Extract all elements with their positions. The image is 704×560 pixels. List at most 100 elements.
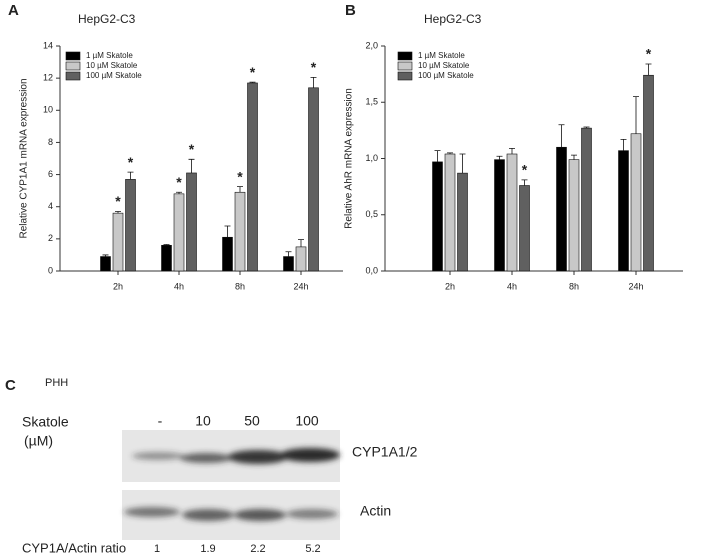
significance-mark: * xyxy=(115,193,121,209)
band-label: Actin xyxy=(360,503,391,519)
error-bar xyxy=(102,254,109,257)
legend-label: 100 µM Skatole xyxy=(86,71,142,80)
y-axis-label: Relative CYP1A1 mRNA expression xyxy=(19,78,30,238)
error-bar xyxy=(249,81,256,83)
chart-subtitle: HepG2-C3 xyxy=(78,12,136,26)
x-tick-label: 8h xyxy=(235,281,245,291)
error-bar xyxy=(633,96,639,134)
significance-mark: * xyxy=(237,168,243,184)
error-bar xyxy=(127,171,134,180)
y-tick-label: 1,5 xyxy=(365,97,378,107)
y-tick-label: 8 xyxy=(48,137,53,147)
error-bar xyxy=(298,239,304,247)
chart-subtitle: HepG2-C3 xyxy=(424,12,482,26)
legend-swatch xyxy=(65,51,81,61)
ratio-value: 5.2 xyxy=(305,543,320,555)
error-bar xyxy=(176,191,182,194)
significance-mark: * xyxy=(176,174,182,190)
legend-swatch xyxy=(397,61,413,71)
y-tick-label: 2 xyxy=(48,233,53,243)
error-bar xyxy=(583,126,590,129)
bar xyxy=(568,159,580,272)
significance-mark: * xyxy=(250,64,256,80)
ratio-value: 1 xyxy=(154,543,160,555)
bar xyxy=(581,127,592,272)
lane-label: - xyxy=(158,413,163,429)
y-tick-label: 2,0 xyxy=(365,40,378,50)
bar xyxy=(283,256,294,272)
y-tick-label: 0,0 xyxy=(365,265,378,275)
bar xyxy=(186,172,197,272)
bar xyxy=(112,212,124,272)
error-bar xyxy=(509,147,515,154)
error-bar xyxy=(620,138,627,151)
lane-label: 10 xyxy=(195,413,211,429)
bar xyxy=(457,172,468,272)
error-bar xyxy=(558,124,565,148)
y-tick-label: 1,0 xyxy=(365,153,378,163)
panel-letter: B xyxy=(345,2,356,19)
legend-swatch xyxy=(65,71,81,81)
legend-swatch xyxy=(397,51,413,61)
treatment-label: Skatole xyxy=(22,414,69,430)
bar xyxy=(643,74,654,272)
legend-label: 100 µM Skatole xyxy=(418,71,474,80)
bar xyxy=(222,236,233,272)
blot-source: PHH xyxy=(45,377,68,389)
bar xyxy=(234,191,246,272)
y-axis-label: Relative AhR mRNA expression xyxy=(344,88,355,229)
bar xyxy=(519,185,530,272)
significance-mark: * xyxy=(646,46,652,62)
error-bar xyxy=(188,158,195,173)
ratio-value: 1.9 xyxy=(200,543,215,555)
bar xyxy=(247,82,258,272)
bar xyxy=(295,246,307,272)
bar xyxy=(432,161,443,272)
ratio-label: CYP1A/Actin ratio xyxy=(22,540,126,555)
y-tick-label: 0,5 xyxy=(365,209,378,219)
error-bar xyxy=(310,76,317,88)
bar xyxy=(161,244,172,272)
legend-swatch xyxy=(65,61,81,71)
bar xyxy=(125,179,136,272)
bar xyxy=(173,193,185,272)
panel-letter: C xyxy=(5,377,16,394)
legend-label: 10 µM Skatole xyxy=(418,61,470,70)
y-tick-label: 0 xyxy=(48,265,53,275)
x-tick-label: 2h xyxy=(445,281,455,291)
x-tick-label: 4h xyxy=(174,281,184,291)
x-tick-label: 2h xyxy=(113,281,123,291)
bar xyxy=(630,133,642,272)
lane-label: 100 xyxy=(295,413,319,429)
error-bar xyxy=(163,244,170,246)
y-tick-label: 12 xyxy=(43,73,53,83)
x-tick-label: 4h xyxy=(507,281,517,291)
error-bar xyxy=(521,179,528,186)
bar xyxy=(556,146,567,272)
bar xyxy=(100,256,111,272)
ratio-value: 2.2 xyxy=(250,543,265,555)
error-bar xyxy=(571,154,577,160)
y-tick-label: 6 xyxy=(48,169,53,179)
error-bar xyxy=(224,225,231,238)
unit-label: (µM) xyxy=(24,433,53,449)
lane-label: 50 xyxy=(244,413,260,429)
x-tick-label: 8h xyxy=(569,281,579,291)
significance-mark: * xyxy=(311,59,317,75)
bar xyxy=(308,87,319,272)
bar xyxy=(506,153,518,272)
bar xyxy=(494,159,505,272)
x-tick-label: 24h xyxy=(628,281,643,291)
legend-label: 1 µM Skatole xyxy=(86,51,133,60)
bar xyxy=(618,150,629,272)
error-bar xyxy=(237,186,243,193)
error-bar xyxy=(447,152,453,154)
error-bar xyxy=(285,251,292,257)
y-tick-label: 14 xyxy=(43,40,53,50)
error-bar xyxy=(459,153,466,174)
panel-letter: A xyxy=(8,2,19,19)
error-bar xyxy=(496,155,503,160)
significance-mark: * xyxy=(128,154,134,170)
significance-mark: * xyxy=(522,162,528,178)
